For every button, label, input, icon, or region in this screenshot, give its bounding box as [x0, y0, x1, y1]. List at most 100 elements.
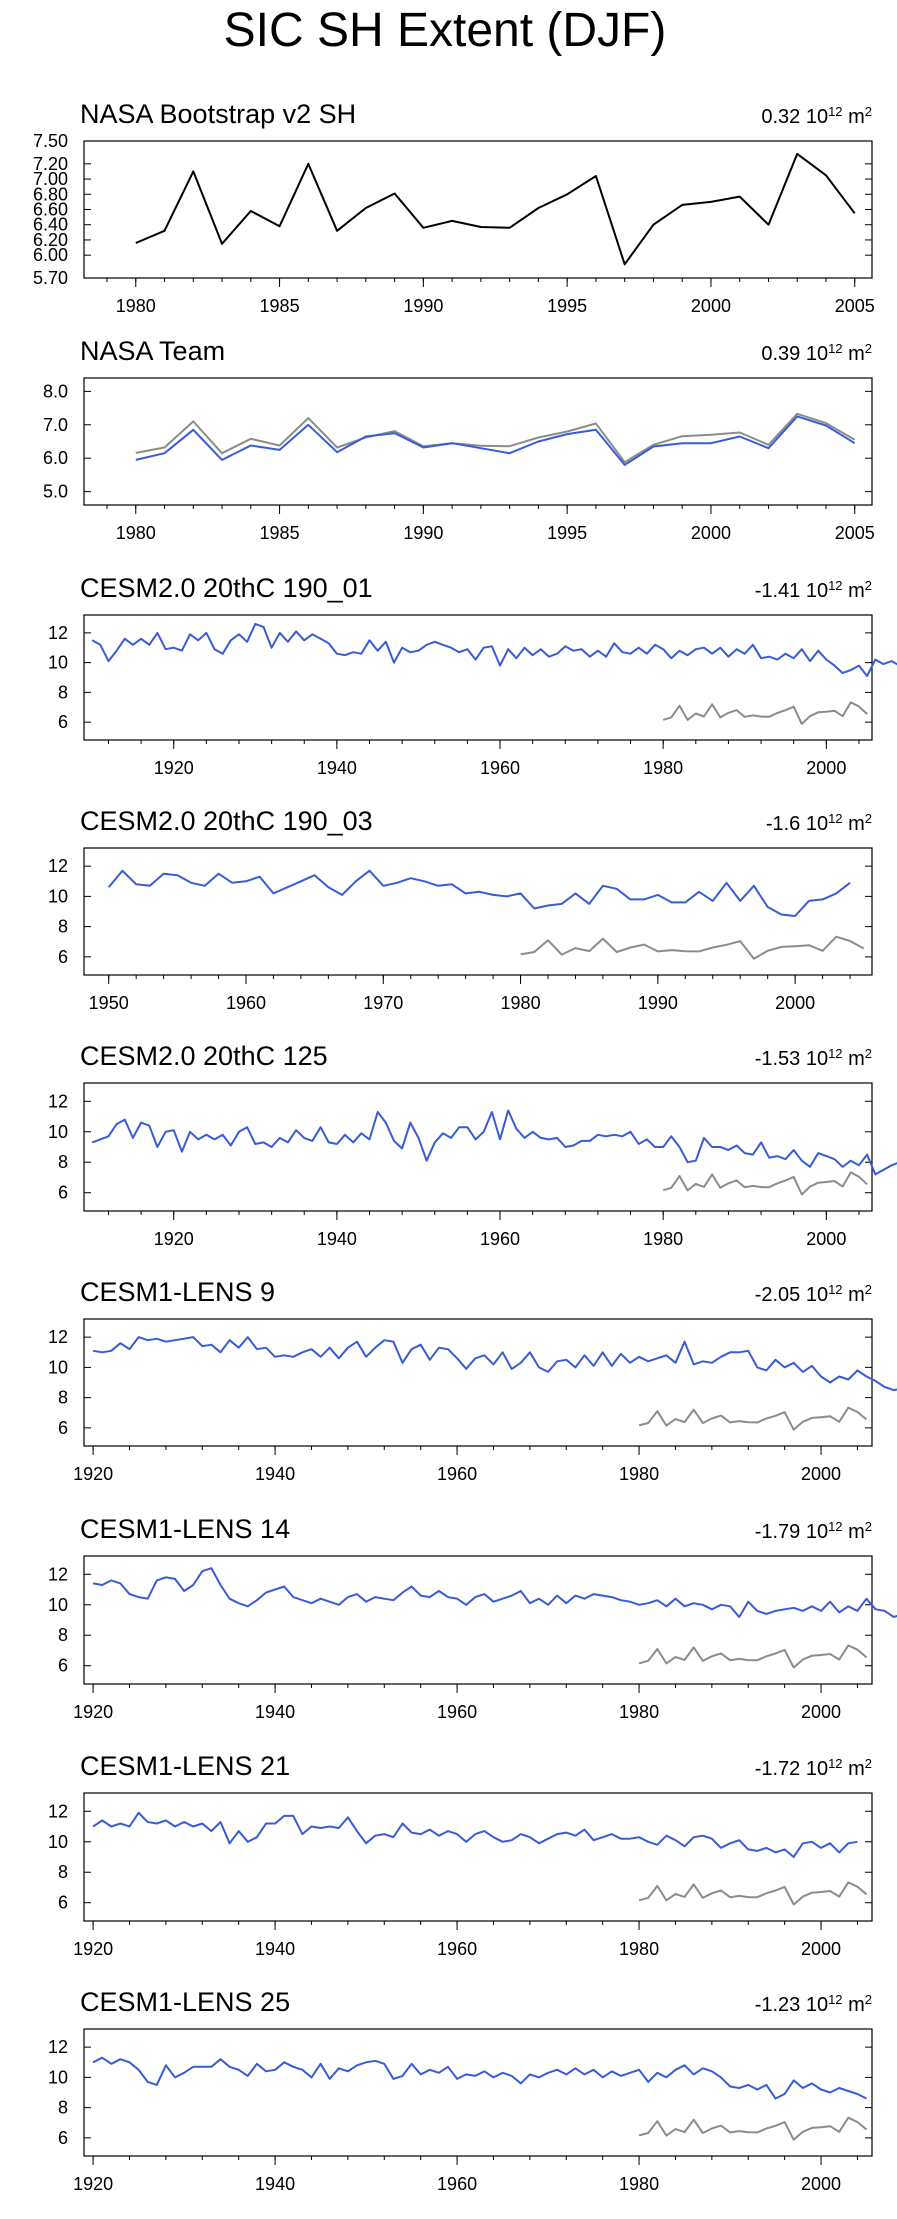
- x-tick-label: 1980: [501, 993, 541, 1013]
- chart-panel: CESM1-LENS 25 -1.23 1012 m2 6 8 10 12 1920 1940…: [48, 1987, 873, 2194]
- panel-title: CESM2.0 20thC 190_03: [80, 806, 373, 836]
- y-tick-label: 6: [58, 2128, 68, 2148]
- x-tick-label: 2005: [835, 523, 875, 543]
- series-line: [92, 1811, 858, 1858]
- chart-panel: NASA Team 0.39 1012 m2 5.0 6.0 7.0 8.0 1980 198…: [43, 336, 875, 543]
- panel-title: NASA Bootstrap v2 SH: [80, 99, 356, 129]
- series-line: [92, 1567, 897, 1618]
- x-tick-label: 1980: [643, 758, 683, 778]
- plot-frame: [83, 1792, 873, 1922]
- panel-title: CESM2.0 20thC 190_01: [80, 573, 373, 603]
- x-tick-label: 1920: [154, 758, 194, 778]
- trend-label: -1.79 1012 m2: [755, 1519, 872, 1544]
- x-tick-label: 1920: [154, 1229, 194, 1249]
- trend-label: 0.39 1012 m2: [761, 341, 872, 366]
- series-line: [135, 412, 856, 464]
- y-tick-label: 6: [58, 1656, 68, 1676]
- x-tick-label: 1960: [437, 1702, 477, 1722]
- panel-title: NASA Team: [80, 336, 225, 366]
- y-tick-label: 8: [58, 917, 68, 937]
- y-tick-label: 8: [58, 1152, 68, 1172]
- trend-label: -1.23 1012 m2: [755, 1992, 872, 2017]
- x-tick-label: 2000: [806, 1229, 846, 1249]
- x-tick-label: 1960: [437, 2174, 477, 2194]
- chart-panel: CESM2.0 20thC 190_01 -1.41 1012 m2 6 8 10 12 1…: [48, 573, 897, 778]
- x-tick-label: 1940: [255, 1939, 295, 1959]
- x-tick-label: 2000: [691, 523, 731, 543]
- y-tick-label: 6.60: [33, 200, 68, 220]
- chart-panel: CESM1-LENS 21 -1.72 1012 m2 6 8 10 12 1920 1940…: [48, 1751, 873, 1959]
- y-tick-label: 6: [58, 1418, 68, 1438]
- x-tick-label: 1920: [73, 2174, 113, 2194]
- plot-frame: [83, 1318, 873, 1447]
- x-tick-label: 2000: [801, 1702, 841, 1722]
- y-tick-label: 8.0: [43, 381, 68, 401]
- panel-title: CESM1-LENS 25: [80, 1987, 290, 2017]
- y-tick-label: 8: [58, 1862, 68, 1882]
- y-tick-label: 10: [48, 2067, 68, 2087]
- x-tick-label: 1960: [437, 1464, 477, 1484]
- x-tick-label: 1920: [73, 1464, 113, 1484]
- x-tick-label: 1980: [643, 1229, 683, 1249]
- x-tick-label: 2000: [801, 2174, 841, 2194]
- series-line: [135, 152, 856, 266]
- trend-label: -1.72 1012 m2: [755, 1756, 872, 1781]
- y-tick-label: 10: [48, 1122, 68, 1142]
- x-tick-label: 1995: [547, 523, 587, 543]
- x-tick-label: 1985: [260, 523, 300, 543]
- y-tick-label: 8: [58, 1625, 68, 1645]
- chart-panel: CESM1-LENS 9 -2.05 1012 m2 6 8 10 12 1920 1940 1…: [48, 1277, 897, 1484]
- y-tick-label: 7.0: [43, 415, 68, 435]
- x-tick-label: 1985: [260, 296, 300, 316]
- x-tick-label: 1995: [547, 296, 587, 316]
- series-line: [638, 1644, 868, 1669]
- y-tick-label: 12: [48, 1801, 68, 1821]
- panel-title: CESM1-LENS 9: [80, 1277, 275, 1307]
- chart-panel: CESM1-LENS 14 -1.79 1012 m2 6 8 10 12 1920 1940…: [48, 1514, 897, 1722]
- plot-frame: [83, 1555, 873, 1685]
- y-tick-label: 7.50: [33, 131, 68, 151]
- x-tick-label: 2005: [835, 296, 875, 316]
- x-tick-label: 2000: [775, 993, 815, 1013]
- y-tick-label: 7.00: [33, 169, 68, 189]
- y-tick-label: 6.20: [33, 230, 68, 250]
- y-tick-label: 10: [48, 1832, 68, 1852]
- x-tick-label: 1920: [73, 1939, 113, 1959]
- x-tick-label: 2000: [801, 1939, 841, 1959]
- x-tick-label: 1960: [226, 993, 266, 1013]
- y-tick-label: 6: [58, 1893, 68, 1913]
- x-tick-label: 1920: [73, 1702, 113, 1722]
- x-tick-label: 1980: [116, 296, 156, 316]
- x-tick-label: 1980: [116, 523, 156, 543]
- panels: NASA Bootstrap v2 SH 0.32 1012 m25.706.00…: [33, 99, 897, 2194]
- series-line: [662, 1171, 868, 1196]
- y-tick-label: 6.00: [33, 245, 68, 265]
- plot-frame: [83, 2028, 873, 2157]
- x-tick-label: 1960: [480, 1229, 520, 1249]
- x-tick-label: 1990: [638, 993, 678, 1013]
- y-tick-label: 12: [48, 1091, 68, 1111]
- x-tick-label: 1940: [317, 1229, 357, 1249]
- y-tick-label: 10: [48, 886, 68, 906]
- panel-title: CESM2.0 20thC 125: [80, 1041, 328, 1071]
- x-tick-label: 1940: [255, 1464, 295, 1484]
- series-line: [638, 2116, 868, 2141]
- x-tick-label: 1990: [403, 296, 443, 316]
- chart-panel: CESM2.0 20thC 190_03 -1.6 1012 m2 6 8 10 12 19…: [48, 806, 873, 1013]
- y-tick-label: 10: [48, 1595, 68, 1615]
- series-line: [638, 1406, 868, 1431]
- series-line: [135, 415, 856, 466]
- plot-frame: [83, 847, 873, 976]
- y-tick-label: 6: [58, 947, 68, 967]
- x-tick-label: 2000: [801, 1464, 841, 1484]
- series-line: [92, 1336, 897, 1392]
- y-tick-label: 7.20: [33, 154, 68, 174]
- plot-frame: [83, 1082, 873, 1212]
- y-tick-label: 6.80: [33, 184, 68, 204]
- plot-frame: [83, 614, 873, 741]
- y-tick-label: 10: [48, 653, 68, 673]
- y-tick-label: 6.40: [33, 215, 68, 235]
- y-tick-label: 8: [58, 1388, 68, 1408]
- y-tick-label: 5.70: [33, 268, 68, 288]
